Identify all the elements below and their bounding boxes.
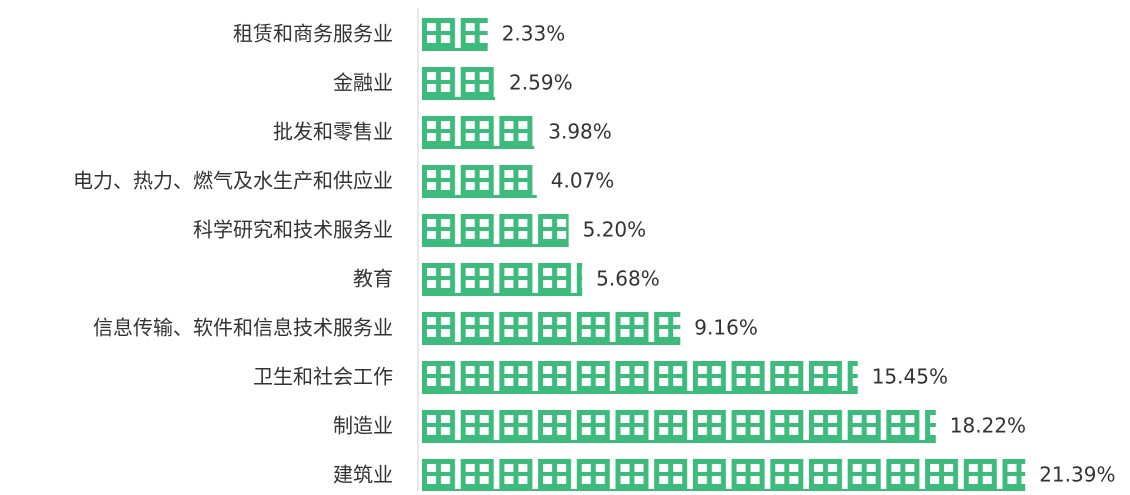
category-label: 租赁和商务服务业 xyxy=(233,22,393,46)
bar xyxy=(422,115,535,151)
category-label: 金融业 xyxy=(333,71,393,95)
value-label: 18.22% xyxy=(950,414,1026,438)
category-label: 建筑业 xyxy=(333,463,393,487)
value-label: 15.45% xyxy=(872,365,948,389)
value-label: 9.16% xyxy=(694,316,758,340)
value-label: 5.68% xyxy=(596,267,660,291)
category-label: 科学研究和技术服务业 xyxy=(193,218,393,242)
category-label: 制造业 xyxy=(333,414,393,438)
bar xyxy=(422,458,1026,494)
bar xyxy=(422,409,936,445)
value-label: 5.20% xyxy=(583,218,647,242)
category-label: 电力、热力、燃气及水生产和供应业 xyxy=(73,169,393,193)
bar xyxy=(422,262,583,298)
value-label: 2.33% xyxy=(502,22,566,46)
bar xyxy=(422,164,537,200)
value-label: 4.07% xyxy=(551,169,615,193)
value-label: 2.59% xyxy=(509,71,573,95)
bar xyxy=(422,66,496,102)
bar xyxy=(422,213,569,249)
value-label: 3.98% xyxy=(548,120,612,144)
bar xyxy=(422,360,858,396)
category-label: 信息传输、软件和信息技术服务业 xyxy=(93,316,393,340)
category-label: 教育 xyxy=(353,267,393,291)
category-label: 批发和零售业 xyxy=(273,120,393,144)
value-label: 21.39% xyxy=(1039,463,1115,487)
category-label: 卫生和社会工作 xyxy=(253,365,393,389)
bar xyxy=(422,17,488,53)
bar xyxy=(422,311,681,347)
